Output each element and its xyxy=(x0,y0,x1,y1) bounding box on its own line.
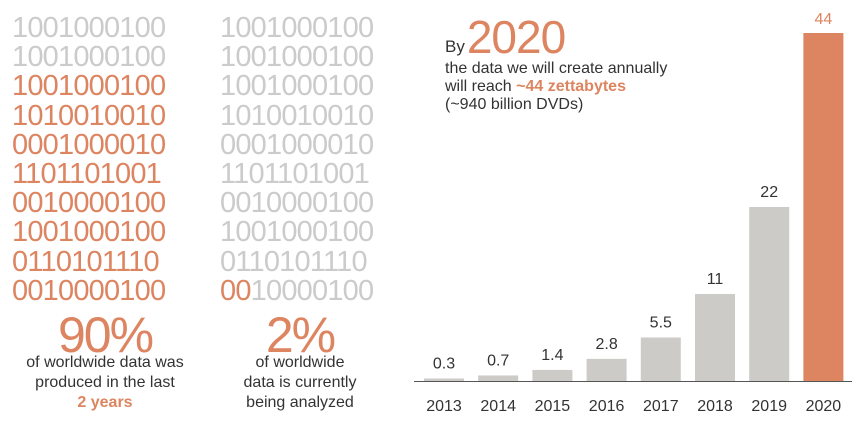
headline-line2-bold: ~44 zettabytes xyxy=(516,78,626,95)
binary-column-left: 1001000100 1001000100 1001000100 1010010010… xyxy=(12,12,192,307)
value-label: 5.5 xyxy=(650,315,672,332)
stat-2-percent: 2% xyxy=(265,307,336,363)
binary-line: 0010000100 xyxy=(220,187,374,220)
stat-2-caption-line3: being analyzed xyxy=(246,394,354,411)
binary-line: 0010000100 xyxy=(220,274,374,307)
binary-line: 1010010010 xyxy=(220,99,374,132)
bar-2016 xyxy=(586,358,627,381)
binary-line: 0001000010 xyxy=(220,128,374,161)
binary-line: 1001000100 xyxy=(12,41,166,74)
stat-90-caption-bold: 2 years xyxy=(77,394,133,411)
x-tick-label: 2019 xyxy=(751,398,787,415)
binary-column-right: 1001000100 1001000100 1001000100 1010010010… xyxy=(220,12,400,307)
headline-line1: the data we will create annually xyxy=(445,60,668,77)
binary-line: 1101101001 xyxy=(220,157,370,190)
value-label: 11 xyxy=(707,271,724,288)
x-tick-label: 2020 xyxy=(806,398,842,415)
value-label: 2.8 xyxy=(595,336,617,353)
stat-2-caption-line2: data is currently xyxy=(243,374,357,391)
headline-year: 2020 xyxy=(466,11,566,63)
headline: By 2020 the data we will create annually… xyxy=(445,14,705,114)
binary-line: 0010000100 xyxy=(12,187,166,220)
stat-90-caption: of worldwide data was produced in the la… xyxy=(5,353,205,413)
binary-line: 1001000100 xyxy=(220,12,374,44)
bar-2013 xyxy=(424,378,464,381)
headline-by: By xyxy=(445,37,465,56)
x-tick-label: 2015 xyxy=(535,398,571,415)
bar-2017 xyxy=(640,337,681,381)
x-tick-label: 2017 xyxy=(643,398,679,415)
bar-2019 xyxy=(749,207,790,381)
binary-line: 0001000010 xyxy=(12,128,166,161)
value-label: 1.4 xyxy=(541,347,563,364)
value-label: 44 xyxy=(815,11,833,28)
binary-line: 1001000100 xyxy=(12,216,166,249)
binary-line: 1001000100 xyxy=(12,12,166,44)
value-label: 0.7 xyxy=(487,352,509,369)
binary-line: 0110101110 xyxy=(220,245,368,278)
binary-line: 1101101001 xyxy=(12,157,162,190)
binary-line: 1001000100 xyxy=(220,41,374,74)
bar-2014 xyxy=(478,375,519,381)
binary-line: 0010000100 xyxy=(12,274,166,307)
x-tick-label: 2014 xyxy=(480,398,516,415)
headline-line2-prefix: will reach xyxy=(445,78,512,95)
x-tick-label: 2013 xyxy=(426,398,462,415)
binary-line: 1001000100 xyxy=(220,70,374,103)
binary-line: 0110101110 xyxy=(12,245,160,278)
x-tick-label: 2018 xyxy=(697,398,733,415)
value-label: 0.3 xyxy=(433,356,455,373)
stat-90-caption-line2: produced in the last xyxy=(35,374,175,391)
stat-90-caption-line1: of worldwide data was xyxy=(26,354,184,371)
bar-2020 xyxy=(803,33,844,381)
value-label: 22 xyxy=(760,184,778,201)
bar-2015 xyxy=(532,369,573,381)
stat-90-percent: 90% xyxy=(57,307,154,363)
stat-2-caption-line1: of worldwide xyxy=(255,354,345,371)
binary-line: 1001000100 xyxy=(220,216,374,249)
headline-line3: (~940 billion DVDs) xyxy=(445,96,584,113)
binary-line: 1001000100 xyxy=(12,70,166,103)
x-tick-label: 2016 xyxy=(589,398,625,415)
bar-2018 xyxy=(695,294,735,381)
stat-2-caption: of worldwide data is currently being ana… xyxy=(200,353,400,413)
binary-line: 1010010010 xyxy=(12,99,166,132)
headline-line2: will reach ~44 zettabytes xyxy=(445,78,705,96)
